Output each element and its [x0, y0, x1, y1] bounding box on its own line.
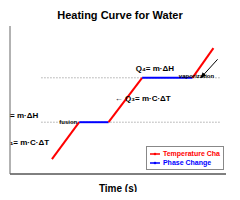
svg-text:← Q₃= m·C·ΔT: ← Q₃= m·C·ΔT — [115, 94, 171, 103]
svg-text:fusion: fusion — [59, 119, 77, 125]
html-text:Temperature Cha: Temperature Cha — [162, 150, 220, 157]
html-text:Heating Curve for Water: Heating Curve for Water — [57, 9, 183, 21]
svg-text:Q₄= m·ΔH: Q₄= m·ΔH — [136, 64, 174, 73]
svg-text:Time (s): Time (s) — [99, 183, 137, 192]
svg-text:= m·ΔH: = m·ΔH — [10, 111, 38, 120]
html-text:Phase Change: Phase Change — [162, 159, 212, 166]
svg-text:vaporization: vaporization — [179, 73, 215, 79]
svg-text:₁= m·C·ΔT: ₁= m·C·ΔT — [10, 138, 49, 147]
